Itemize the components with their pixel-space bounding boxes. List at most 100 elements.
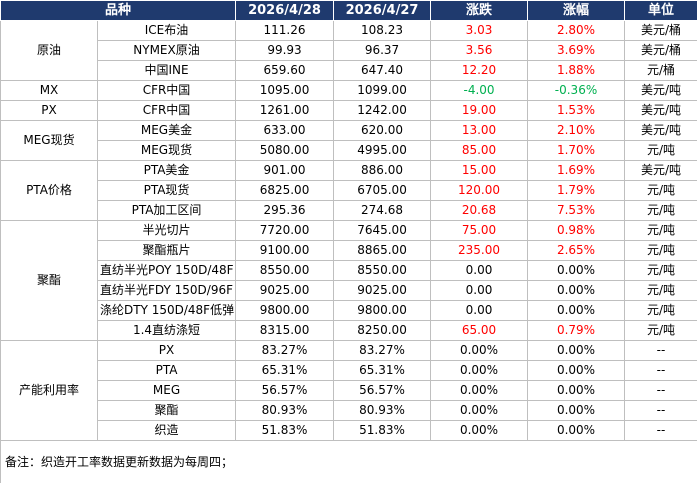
unit: -- <box>624 380 697 401</box>
item: 聚酯 <box>96 400 237 421</box>
change: 0.00% <box>430 400 529 421</box>
item: CFR中国 <box>96 80 237 101</box>
change-pct: 2.80% <box>527 20 626 41</box>
group-name: PTA价格 <box>0 160 98 221</box>
item: 涤纶DTY 150D/48F低弹 <box>96 300 237 321</box>
value-today: 56.57% <box>235 380 335 401</box>
data-row: 聚酯瓶片 9100.00 8865.00 235.00 2.65% 元/吨 <box>1 240 697 261</box>
change: 0.00% <box>430 380 529 401</box>
item: 1.4直纺涤短 <box>96 320 237 341</box>
item: PTA <box>96 360 237 381</box>
value-prev: 8250.00 <box>333 320 432 341</box>
unit: 元/吨 <box>624 240 697 261</box>
group-name: MEG现货 <box>0 120 98 161</box>
change: 120.00 <box>430 180 529 201</box>
data-row: 原油 ICE布油 111.26 108.23 3.03 2.80% 美元/桶 <box>0 20 697 81</box>
value-prev: 51.83% <box>333 420 432 441</box>
change-pct: 0.79% <box>527 320 626 341</box>
header-cell: 2026/4/28 <box>235 0 335 21</box>
data-row: 涤纶DTY 150D/48F低弹 9800.00 9800.00 0.00 0.00% 元… <box>1 300 697 321</box>
unit: 元/吨 <box>624 220 697 241</box>
item: MEG美金 <box>96 120 237 141</box>
item: ICE布油 <box>96 20 237 41</box>
value-today: 901.00 <box>235 160 335 181</box>
change-pct: 1.53% <box>527 100 626 121</box>
change-pct: 2.65% <box>527 240 626 261</box>
group-name: 聚酯 <box>0 220 98 341</box>
value-prev: 1242.00 <box>333 100 432 121</box>
data-row: PTA现货 6825.00 6705.00 120.00 1.79% 元/吨 <box>1 180 697 201</box>
change: 85.00 <box>430 140 529 161</box>
item: PTA美金 <box>96 160 237 181</box>
value-prev: 65.31% <box>333 360 432 381</box>
change: 0.00 <box>430 280 529 301</box>
note-row: 备注：织造开工率数据更新数据为每周四； <box>0 440 697 483</box>
change: 3.56 <box>430 40 529 61</box>
change-pct: 3.69% <box>527 40 626 61</box>
change-pct: 0.98% <box>527 220 626 241</box>
value-prev: 56.57% <box>333 380 432 401</box>
value-prev: 83.27% <box>333 340 432 361</box>
unit: 美元/桶 <box>624 20 697 41</box>
unit: 元/吨 <box>624 280 697 301</box>
data-row: 1.4直纺涤短 8315.00 8250.00 65.00 0.79% 元/吨 <box>1 320 697 341</box>
unit: 美元/吨 <box>624 80 697 101</box>
item: 中国INE <box>96 60 237 81</box>
item: PTA现货 <box>96 180 237 201</box>
value-prev: 647.40 <box>333 60 432 81</box>
value-prev: 7645.00 <box>333 220 432 241</box>
change-pct: 0.00% <box>527 260 626 281</box>
data-row: 聚酯 80.93% 80.93% 0.00% 0.00% -- <box>1 400 697 421</box>
item: CFR中国 <box>96 100 237 121</box>
change-pct: 0.00% <box>527 300 626 321</box>
data-row: NYMEX原油 99.93 96.37 3.56 3.69% 美元/桶 <box>1 40 697 61</box>
unit: 元/吨 <box>624 200 697 221</box>
unit: 美元/吨 <box>624 120 697 141</box>
value-today: 65.31% <box>235 360 335 381</box>
value-prev: 1099.00 <box>333 80 432 101</box>
table-footer: 备注：织造开工率数据更新数据为每周四； <box>0 440 697 483</box>
value-prev: 8865.00 <box>333 240 432 261</box>
change: 20.68 <box>430 200 529 221</box>
group-name: MX <box>0 80 98 101</box>
change-pct: 1.88% <box>527 60 626 81</box>
change-pct: 0.00% <box>527 400 626 421</box>
change-pct: -0.36% <box>527 80 626 101</box>
unit: 元/桶 <box>624 60 697 81</box>
data-row: PTA价格 PTA美金 901.00 886.00 15.00 1.69% 美元/吨 <box>0 160 697 221</box>
unit: 美元/桶 <box>624 40 697 61</box>
unit: -- <box>624 400 697 421</box>
table-body: 原油 ICE布油 111.26 108.23 3.03 2.80% 美元/桶 NYMEX原油 9… <box>0 20 697 441</box>
item: 半光切片 <box>96 220 237 241</box>
data-row: 织造 51.83% 51.83% 0.00% 0.00% -- <box>1 420 697 441</box>
value-prev: 8550.00 <box>333 260 432 281</box>
value-prev: 620.00 <box>333 120 432 141</box>
change: 0.00 <box>430 260 529 281</box>
item: 直纺半光POY 150D/48F <box>96 260 237 281</box>
group-name: 原油 <box>0 20 98 81</box>
value-today: 1261.00 <box>235 100 335 121</box>
value-today: 8315.00 <box>235 320 335 341</box>
data-row: MX CFR中国 1095.00 1099.00 -4.00 -0.36% 美元/吨 <box>0 80 697 101</box>
data-row: 中国INE 659.60 647.40 12.20 1.88% 元/桶 <box>1 60 697 81</box>
header-cell: 2026/4/27 <box>333 0 432 21</box>
data-row: 直纺半光POY 150D/48F 8550.00 8550.00 0.00 0.00% 元… <box>1 260 697 281</box>
item: 织造 <box>96 420 237 441</box>
data-row: 产能利用率 PX 83.27% 83.27% 0.00% 0.00% -- <box>0 340 697 441</box>
header-cell: 品种 <box>0 0 237 21</box>
unit: 元/吨 <box>624 300 697 321</box>
value-today: 99.93 <box>235 40 335 61</box>
data-row: PTA 65.31% 65.31% 0.00% 0.00% -- <box>1 360 697 381</box>
change: 0.00% <box>430 420 529 441</box>
value-today: 9800.00 <box>235 300 335 321</box>
unit: 元/吨 <box>624 180 697 201</box>
item: MEG现货 <box>96 140 237 161</box>
change-pct: 0.00% <box>527 280 626 301</box>
value-today: 659.60 <box>235 60 335 81</box>
unit: 元/吨 <box>624 260 697 281</box>
value-today: 7720.00 <box>235 220 335 241</box>
value-prev: 9800.00 <box>333 300 432 321</box>
value-prev: 108.23 <box>333 20 432 41</box>
change-pct: 0.00% <box>527 420 626 441</box>
change: 235.00 <box>430 240 529 261</box>
